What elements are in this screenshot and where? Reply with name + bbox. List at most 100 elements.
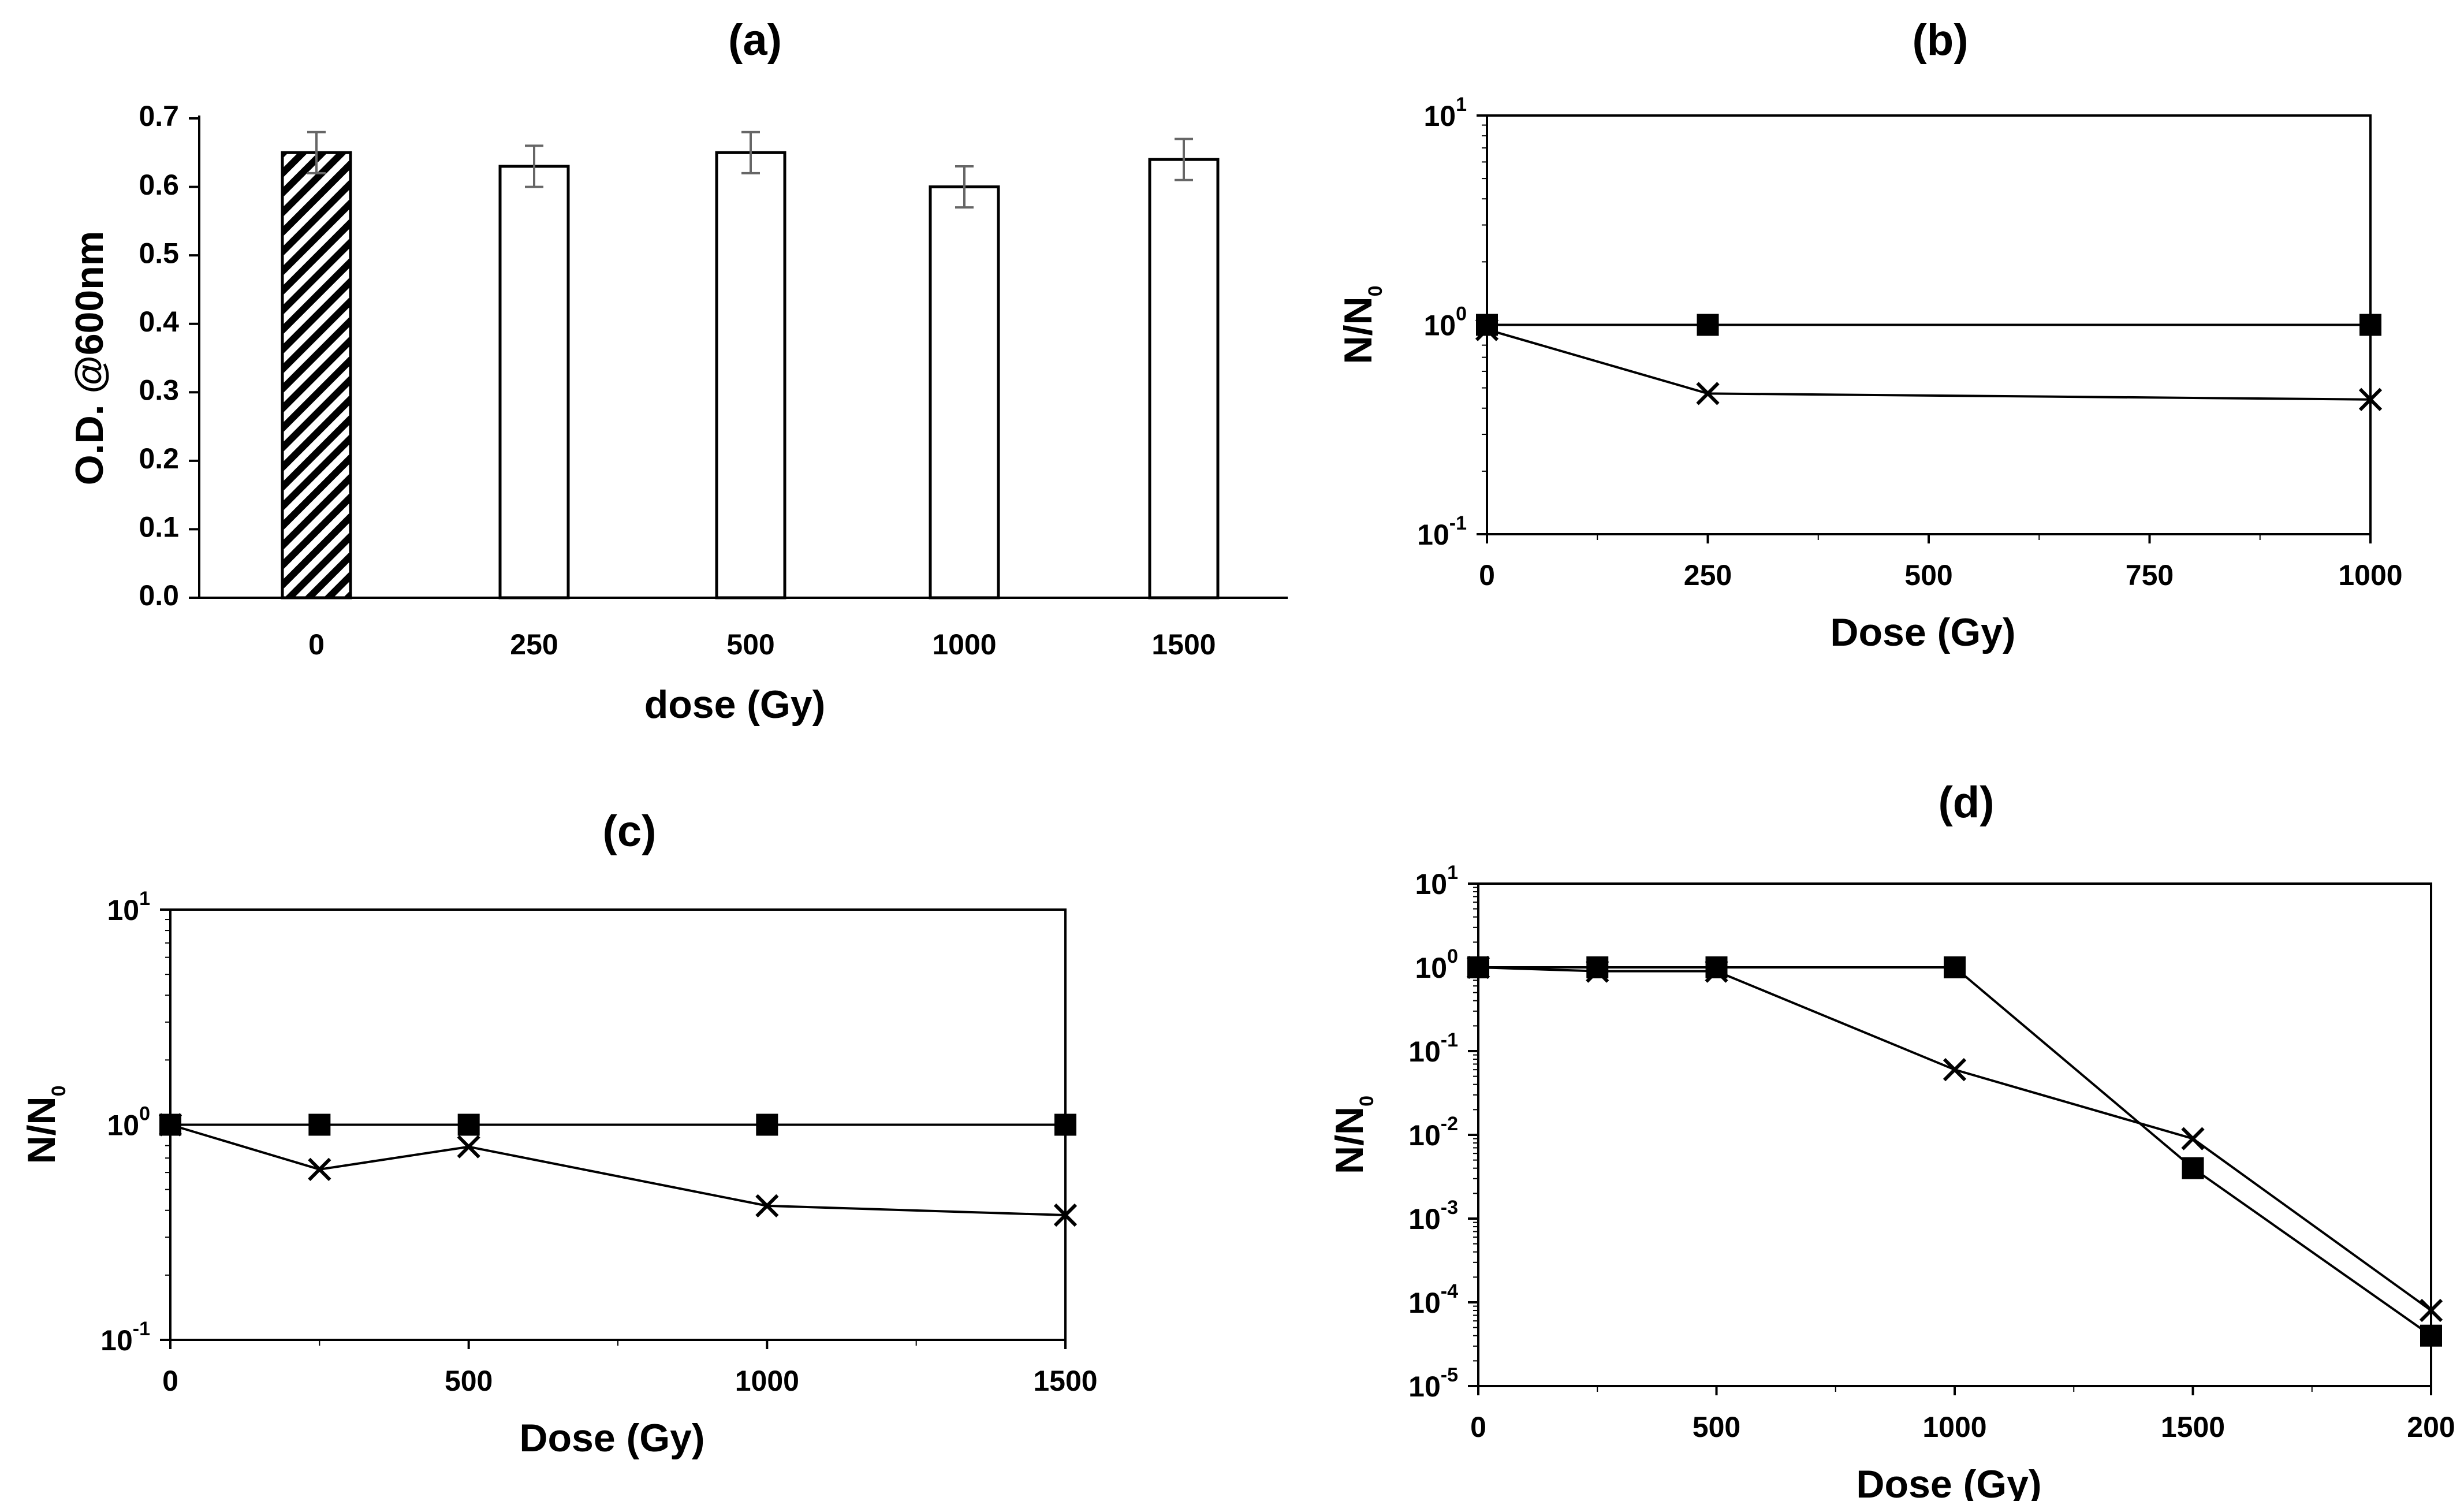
ytick-exponent: -1 (1441, 1029, 1458, 1051)
panel-d-point-cross (1943, 1058, 1967, 1082)
panel-b-ytick-label: 101 (1423, 94, 1467, 132)
panel-d-point-square (2182, 1157, 2204, 1179)
cross-stroke (2181, 1127, 2205, 1150)
panel-d-ytick-label: 100 (1415, 945, 1458, 984)
panel-a-ytick-label: 0.4 (139, 306, 179, 338)
cross-stroke (158, 1113, 182, 1137)
cross-stroke (755, 1194, 779, 1217)
ytick-exponent: -1 (133, 1318, 150, 1340)
cross-stroke (1475, 318, 1499, 341)
panel-b-ytick-label: 10-1 (1417, 512, 1467, 551)
panel-c-ylabel: N/N0 (20, 1085, 70, 1164)
cross-stroke (1943, 1058, 1967, 1082)
panel-a-ylabel: O.D. @600nm (68, 231, 111, 485)
panel-b-point-cross (2358, 388, 2383, 411)
panel-d-point-cross (1586, 959, 1609, 983)
panel-b-xlabel: Dose (Gy) (1830, 610, 2015, 654)
panel-b-title: (b) (1912, 16, 1968, 65)
panel-b-xtick-label: 0 (1479, 559, 1495, 591)
cross-stroke (1053, 1203, 1078, 1227)
panel-c-xlabel: Dose (Gy) (519, 1416, 704, 1460)
cross-stroke (308, 1157, 331, 1181)
panel-b-xtick-label: 1000 (2338, 559, 2402, 591)
ytick-exponent: -5 (1441, 1364, 1458, 1386)
panel-c-ytick-label: 10-1 (100, 1318, 150, 1357)
panel-d-point-cross (2181, 1127, 2205, 1150)
panel-d-point-square (1586, 956, 1609, 978)
panel-d-ytick-label: 10-5 (1408, 1364, 1458, 1403)
ytick-exponent: 0 (1447, 945, 1458, 967)
ytick-base: 10 (107, 1109, 139, 1142)
panel-d-point-cross (1466, 955, 1490, 979)
panel-b-point-square (2359, 314, 2381, 336)
panel-b-xtick-label: 250 (1684, 559, 1732, 591)
ytick-exponent: 1 (1456, 94, 1467, 116)
ytick-exponent: -1 (1449, 512, 1467, 534)
panel-a-ytick-label: 0.5 (139, 237, 179, 269)
ytick-base: 10 (1423, 100, 1456, 132)
panel-a-bar (929, 185, 1000, 599)
panel-a-bar (715, 151, 786, 599)
ytick-base: 10 (1408, 1119, 1441, 1152)
ytick-base: 10 (107, 894, 139, 926)
ytick-exponent: -3 (1441, 1197, 1458, 1219)
panel-a-bar (1148, 158, 1220, 599)
panel-b-ylabel: N/N0 (1336, 285, 1386, 364)
ytick-exponent: -2 (1441, 1113, 1458, 1135)
panel-a-bar (281, 151, 352, 599)
ytick-exponent: 1 (139, 888, 150, 910)
panel-d-title: (d) (1938, 778, 1994, 827)
ytick-exponent: -4 (1441, 1280, 1458, 1302)
panel-a-ytick-label: 0.7 (139, 100, 179, 132)
panel-b-xtick-label: 500 (1904, 559, 1952, 591)
panel-c-point-cross (457, 1135, 480, 1159)
panel-d-ytick-label: 10-1 (1408, 1029, 1458, 1068)
panel-a-ytick-label: 0.2 (139, 442, 179, 475)
panel-c-point-square (308, 1113, 331, 1136)
panel-a-ytick-label: 0.1 (139, 511, 179, 543)
panel-a-xtick-label: 1000 (932, 628, 996, 661)
panel-a-ytick-label: 0.6 (139, 169, 179, 201)
panel-c-point-square (457, 1113, 480, 1136)
panel-a-xtick-label: 500 (726, 628, 774, 661)
panel-c-point-cross (158, 1113, 182, 1137)
panel-c-title: (c) (603, 807, 657, 856)
ytick-base: 10 (1415, 952, 1447, 984)
panel-c-xtick-label: 0 (162, 1365, 178, 1397)
panel-a-xtick-label: 250 (510, 628, 558, 661)
panel-c-ytick-label: 101 (107, 888, 150, 926)
panel-d-line-cross (1478, 966, 2432, 1312)
cross-stroke (1586, 959, 1609, 983)
panel-d-xtick-label: 200 (2407, 1411, 2455, 1443)
panel-c-xtick-label: 1000 (735, 1365, 799, 1397)
panel-d-ytick-label: 10-4 (1408, 1280, 1458, 1319)
ytick-base: 10 (1423, 310, 1456, 342)
ytick-base: 10 (1408, 1287, 1441, 1319)
panel-d-xtick-label: 500 (1693, 1411, 1740, 1443)
cross-stroke (457, 1135, 480, 1159)
ylabel-subscript: 0 (1356, 1096, 1378, 1107)
panel-d-point-square (1944, 956, 1966, 978)
ylabel-subscript: 0 (48, 1085, 70, 1096)
panel-d-point-square (2420, 1324, 2442, 1347)
ytick-exponent: 0 (139, 1103, 150, 1125)
ylabel-base: N/N (1336, 296, 1380, 364)
panel-b-point-cross (1475, 318, 1499, 341)
panel-d-ytick-label: 10-2 (1408, 1113, 1458, 1152)
panel-c-point-cross (755, 1194, 779, 1217)
panel-d-xlabel: Dose (Gy) (1856, 1462, 2041, 1501)
panel-c-xtick-label: 500 (445, 1365, 493, 1397)
panel-d-ylabel: N/N0 (1328, 1096, 1378, 1174)
panel-b-ytick-label: 100 (1423, 303, 1467, 342)
panel-a-ytick-label: 0.3 (139, 374, 179, 406)
panel-b-point-cross (1696, 382, 1720, 405)
cross-stroke (1696, 382, 1720, 405)
panel-b-xtick-label: 750 (2126, 559, 2174, 591)
panel-d-point-cross (1705, 959, 1728, 983)
panel-c-ytick-label: 100 (107, 1103, 150, 1142)
ytick-base: 10 (1408, 1203, 1441, 1235)
ytick-base: 10 (1408, 1036, 1441, 1068)
cross-stroke (1705, 959, 1728, 983)
